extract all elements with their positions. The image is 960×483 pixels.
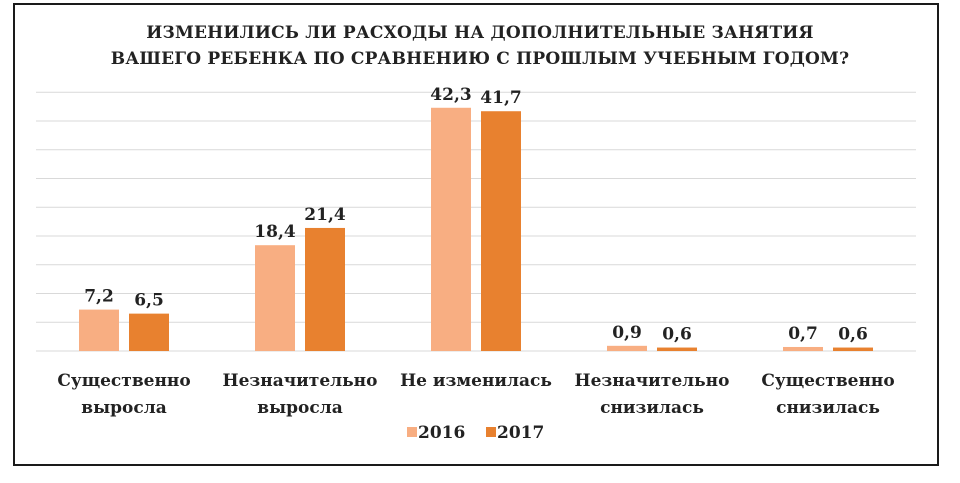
bar (783, 346, 823, 351)
category-label: Не изменилась (400, 371, 552, 391)
data-label: 0,9 (612, 323, 642, 343)
bar (833, 347, 873, 351)
data-label: 18,4 (254, 222, 296, 242)
data-labels: 7,2 6,5 18,4 21,4 42,3 41,7 0,9 0,6 0,7 0,6 (84, 85, 868, 345)
chart-title-line-2: ВАШЕГО РЕБЕНКА ПО СРАВНЕНИЮ С ПРОШЛЫМ УЧ… (111, 49, 850, 69)
bar (79, 309, 119, 351)
legend-swatch (486, 427, 496, 437)
category-labels: Существенно выросла Незначительно выросла Не… (57, 371, 894, 418)
bar (255, 245, 295, 351)
category-label: снизилась (776, 398, 880, 418)
legend: 2016 2017 (407, 423, 544, 443)
category-label: Существенно (761, 371, 894, 391)
legend-swatch (407, 427, 417, 437)
category-label: Незначительно (575, 371, 730, 391)
data-label: 0,7 (788, 324, 818, 344)
data-label: 42,3 (430, 85, 471, 105)
bar (129, 313, 169, 351)
gridlines (36, 91, 916, 352)
legend-label: 2016 (418, 423, 465, 443)
category-label: выросла (257, 398, 342, 418)
data-label: 7,2 (84, 287, 114, 307)
bars (79, 107, 873, 352)
chart-frame (13, 3, 939, 466)
chart-title-line-1: ИЗМЕНИЛИСЬ ЛИ РАСХОДЫ НА ДОПОЛНИТЕЛЬНЫЕ … (146, 23, 814, 43)
bar (431, 107, 471, 352)
bar (657, 347, 697, 351)
category-label: снизилась (600, 398, 704, 418)
bar (481, 111, 521, 351)
data-label: 41,7 (480, 88, 521, 108)
legend-label: 2017 (497, 423, 544, 443)
data-label: 0,6 (838, 325, 868, 345)
category-label: Существенно (57, 371, 190, 391)
chart-title: ИЗМЕНИЛИСЬ ЛИ РАСХОДЫ НА ДОПОЛНИТЕЛЬНЫЕ … (111, 23, 850, 69)
category-label: выросла (81, 398, 166, 418)
category-label: Незначительно (223, 371, 378, 391)
bar (607, 345, 647, 351)
bar (305, 227, 345, 351)
data-label: 21,4 (304, 205, 346, 225)
data-label: 6,5 (134, 291, 164, 311)
data-label: 0,6 (662, 325, 692, 345)
